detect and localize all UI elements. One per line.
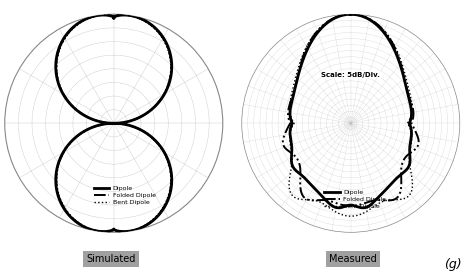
Text: Measured: Measured <box>329 254 377 264</box>
Text: Simulated: Simulated <box>87 254 136 264</box>
Text: (g): (g) <box>444 258 462 271</box>
Legend: Dipole, Folded Dipole, Bent Dipole: Dipole, Folded Dipole, Bent Dipole <box>322 187 389 212</box>
Text: Scale: 5dB/Div.: Scale: 5dB/Div. <box>321 72 380 78</box>
Legend: Dipole, Folded Dipole, Bent Dipole: Dipole, Folded Dipole, Bent Dipole <box>91 183 158 207</box>
